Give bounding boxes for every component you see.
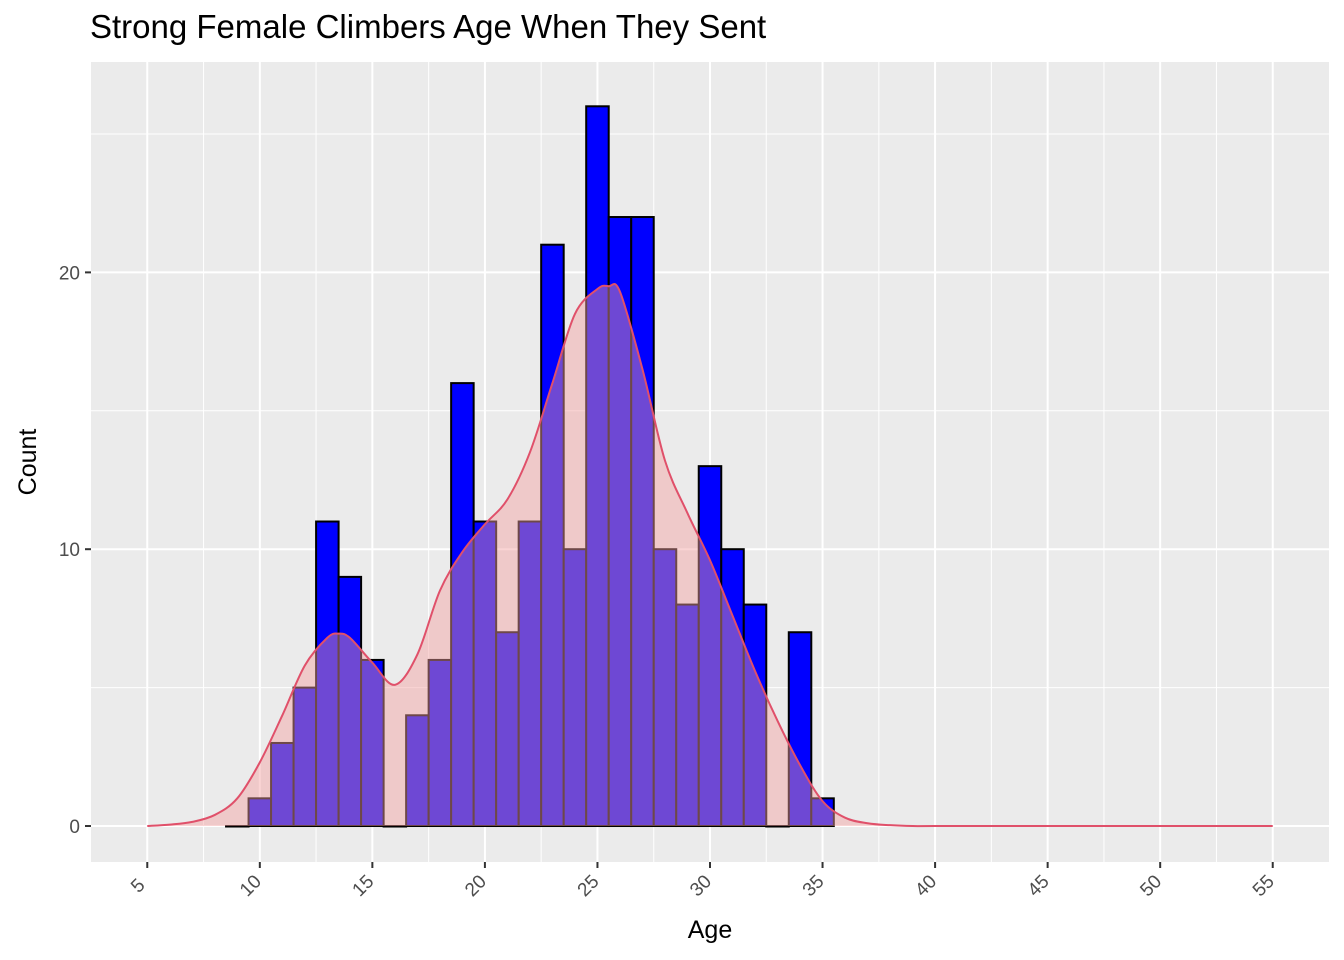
histogram-bar: [787, 631, 813, 828]
y-tick-labels: 0 10 20: [59, 263, 80, 838]
histogram-bars: [225, 105, 835, 828]
histogram-bar: [765, 825, 790, 828]
histogram-bar: [540, 243, 565, 828]
x-tick-label: 40: [911, 871, 941, 901]
y-tick-label: 0: [69, 817, 80, 838]
histogram-bar: [382, 825, 408, 828]
chart-title: Strong Female Climbers Age When They Sen…: [90, 8, 767, 45]
x-tick-label: 45: [1024, 871, 1054, 901]
x-tick-label: 15: [349, 871, 379, 901]
x-axis-title: Age: [688, 916, 732, 944]
x-tick-labels: 5 10 15 20 25 30 35 40 45 50 55: [127, 871, 1279, 901]
x-tick-label: 35: [799, 871, 829, 901]
x-tick-label: 10: [236, 871, 266, 901]
x-tick-label: 20: [461, 871, 491, 901]
x-tick-label: 55: [1249, 871, 1279, 901]
histogram-bar: [225, 825, 250, 828]
density-line: [147, 282, 1273, 828]
x-tick-label: 5: [127, 875, 149, 897]
y-tick-label: 10: [59, 540, 80, 561]
x-tick-label: 50: [1136, 871, 1166, 901]
density-area: [147, 283, 1273, 827]
x-tick-label: 25: [574, 871, 604, 901]
y-axis-title: Count: [14, 429, 42, 496]
axis-ticks: [85, 271, 1274, 868]
y-tick-label: 20: [59, 263, 80, 284]
histogram-bar: [360, 658, 385, 828]
x-tick-label: 30: [686, 871, 716, 901]
histogram-bar: [630, 216, 655, 828]
density-layer: [147, 282, 1273, 828]
